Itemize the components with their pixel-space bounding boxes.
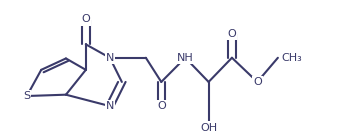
Text: S: S: [23, 91, 30, 101]
Text: O: O: [157, 101, 166, 111]
Text: O: O: [253, 77, 262, 87]
Text: O: O: [228, 29, 236, 39]
Text: CH₃: CH₃: [281, 53, 302, 63]
Text: N: N: [106, 53, 114, 63]
Text: NH: NH: [177, 53, 194, 63]
Text: N: N: [106, 101, 114, 111]
Text: O: O: [82, 15, 90, 25]
Text: OH: OH: [200, 123, 217, 133]
